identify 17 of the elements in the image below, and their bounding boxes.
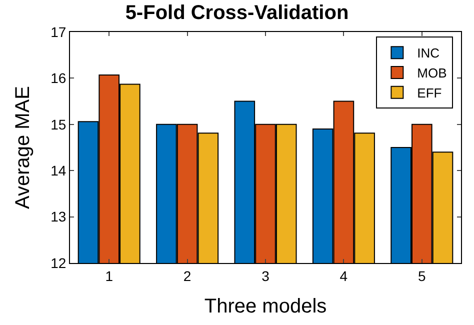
y-tick-label: 12 — [50, 254, 66, 271]
y-tick-label: 15 — [50, 116, 66, 132]
x-tick-label: 5 — [418, 268, 426, 284]
legend-label: MOB — [417, 66, 447, 81]
x-tick-label: 2 — [183, 268, 192, 284]
y-axis-title: Average MAE — [12, 86, 34, 210]
y-tick-label: 13 — [50, 208, 66, 225]
legend-label: EFF — [417, 85, 442, 100]
legend-label: INC — [417, 46, 440, 61]
y-tick-label: 14 — [50, 162, 66, 178]
x-tick-label: 3 — [262, 268, 270, 284]
x-axis-title: Three models — [204, 295, 327, 318]
y-tick-label: 17 — [50, 24, 66, 40]
y-tick-label: 16 — [50, 70, 66, 86]
x-tick-label: 1 — [105, 268, 114, 284]
chart-title: 5-Fold Cross-Validation — [125, 2, 349, 24]
x-tick-label: 4 — [340, 268, 348, 284]
